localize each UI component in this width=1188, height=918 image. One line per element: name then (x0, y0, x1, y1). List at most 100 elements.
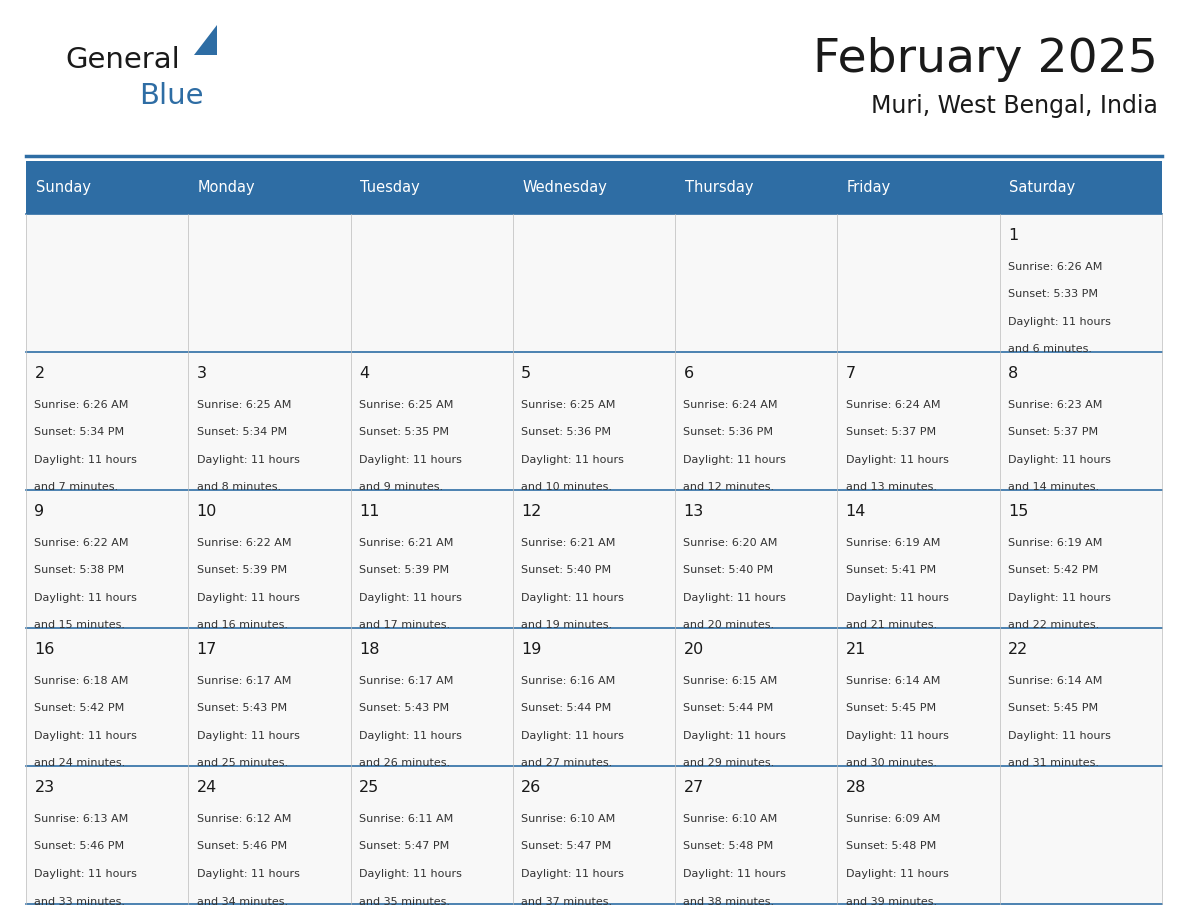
Text: Sunset: 5:46 PM: Sunset: 5:46 PM (197, 842, 286, 851)
Text: and 29 minutes.: and 29 minutes. (683, 758, 775, 768)
Text: Sunrise: 6:14 AM: Sunrise: 6:14 AM (846, 676, 940, 686)
Text: and 10 minutes.: and 10 minutes. (522, 482, 612, 492)
Text: and 30 minutes.: and 30 minutes. (846, 758, 936, 768)
Text: Sunrise: 6:20 AM: Sunrise: 6:20 AM (683, 538, 778, 548)
Text: and 14 minutes.: and 14 minutes. (1007, 482, 1099, 492)
Text: Daylight: 11 hours: Daylight: 11 hours (846, 869, 948, 879)
Text: Sunset: 5:35 PM: Sunset: 5:35 PM (359, 427, 449, 437)
Text: Sunset: 5:37 PM: Sunset: 5:37 PM (1007, 427, 1098, 437)
Text: February 2025: February 2025 (814, 37, 1158, 83)
Text: Monday: Monday (198, 180, 255, 195)
Text: and 9 minutes.: and 9 minutes. (359, 482, 443, 492)
Text: Friday: Friday (847, 180, 891, 195)
Bar (189, 214, 350, 352)
Text: Daylight: 11 hours: Daylight: 11 hours (34, 454, 138, 465)
Text: Sunset: 5:45 PM: Sunset: 5:45 PM (846, 703, 936, 713)
Text: Sunrise: 6:24 AM: Sunrise: 6:24 AM (683, 399, 778, 409)
Text: Sunset: 5:48 PM: Sunset: 5:48 PM (846, 842, 936, 851)
Bar (26, 352, 189, 490)
Text: Sunset: 5:43 PM: Sunset: 5:43 PM (359, 703, 449, 713)
Text: 11: 11 (359, 504, 379, 519)
Text: and 13 minutes.: and 13 minutes. (846, 482, 936, 492)
Text: Sunrise: 6:11 AM: Sunrise: 6:11 AM (359, 814, 453, 823)
Text: Daylight: 11 hours: Daylight: 11 hours (522, 731, 624, 741)
Text: 2: 2 (34, 365, 45, 381)
Text: and 22 minutes.: and 22 minutes. (1007, 621, 1099, 631)
Text: 18: 18 (359, 642, 379, 657)
Text: 28: 28 (846, 780, 866, 795)
Text: Sunset: 5:44 PM: Sunset: 5:44 PM (522, 703, 612, 713)
Text: 17: 17 (197, 642, 217, 657)
Text: 5: 5 (522, 365, 531, 381)
Text: Daylight: 11 hours: Daylight: 11 hours (522, 869, 624, 879)
Text: Sunset: 5:40 PM: Sunset: 5:40 PM (683, 565, 773, 576)
Bar (26, 490, 189, 628)
Text: Sunset: 5:37 PM: Sunset: 5:37 PM (846, 427, 936, 437)
Bar (675, 490, 838, 628)
Bar (999, 490, 1162, 628)
Text: Saturday: Saturday (1009, 180, 1075, 195)
Text: and 33 minutes.: and 33 minutes. (34, 897, 126, 906)
Text: Sunrise: 6:18 AM: Sunrise: 6:18 AM (34, 676, 128, 686)
Text: and 20 minutes.: and 20 minutes. (683, 621, 775, 631)
Text: and 27 minutes.: and 27 minutes. (522, 758, 613, 768)
Text: 10: 10 (197, 504, 217, 519)
Text: 22: 22 (1007, 642, 1028, 657)
Text: Sunset: 5:44 PM: Sunset: 5:44 PM (683, 703, 773, 713)
Bar (675, 628, 838, 767)
Bar (838, 490, 999, 628)
Bar (26, 767, 189, 904)
Text: Daylight: 11 hours: Daylight: 11 hours (197, 454, 299, 465)
Text: Sunset: 5:34 PM: Sunset: 5:34 PM (197, 427, 286, 437)
Text: Sunrise: 6:23 AM: Sunrise: 6:23 AM (1007, 399, 1102, 409)
Text: and 15 minutes.: and 15 minutes. (34, 621, 126, 631)
Text: and 16 minutes.: and 16 minutes. (197, 621, 287, 631)
Text: 13: 13 (683, 504, 703, 519)
Text: Sunrise: 6:12 AM: Sunrise: 6:12 AM (197, 814, 291, 823)
Text: Daylight: 11 hours: Daylight: 11 hours (1007, 593, 1111, 603)
Text: Sunrise: 6:19 AM: Sunrise: 6:19 AM (1007, 538, 1102, 548)
Text: and 21 minutes.: and 21 minutes. (846, 621, 937, 631)
Text: Daylight: 11 hours: Daylight: 11 hours (1007, 454, 1111, 465)
Text: Sunrise: 6:14 AM: Sunrise: 6:14 AM (1007, 676, 1102, 686)
Text: Daylight: 11 hours: Daylight: 11 hours (846, 454, 948, 465)
Text: 19: 19 (522, 642, 542, 657)
Bar (513, 767, 675, 904)
Text: 7: 7 (846, 365, 855, 381)
Text: 4: 4 (359, 365, 369, 381)
Text: Sunset: 5:36 PM: Sunset: 5:36 PM (683, 427, 773, 437)
Text: 23: 23 (34, 780, 55, 795)
Text: Daylight: 11 hours: Daylight: 11 hours (34, 731, 138, 741)
Text: Sunrise: 6:17 AM: Sunrise: 6:17 AM (359, 676, 454, 686)
Bar (999, 628, 1162, 767)
Bar (675, 767, 838, 904)
Bar (838, 214, 999, 352)
Bar (999, 352, 1162, 490)
Text: and 8 minutes.: and 8 minutes. (197, 482, 280, 492)
Text: General: General (65, 46, 181, 73)
Text: Sunset: 5:39 PM: Sunset: 5:39 PM (359, 565, 449, 576)
Bar (350, 490, 513, 628)
Polygon shape (194, 25, 217, 55)
Text: Tuesday: Tuesday (360, 180, 419, 195)
Text: 9: 9 (34, 504, 45, 519)
Text: 8: 8 (1007, 365, 1018, 381)
Bar (513, 490, 675, 628)
Text: Muri, West Bengal, India: Muri, West Bengal, India (872, 94, 1158, 118)
Text: Daylight: 11 hours: Daylight: 11 hours (34, 869, 138, 879)
Text: Sunrise: 6:24 AM: Sunrise: 6:24 AM (846, 399, 940, 409)
Bar (350, 767, 513, 904)
Text: Sunset: 5:34 PM: Sunset: 5:34 PM (34, 427, 125, 437)
Text: and 12 minutes.: and 12 minutes. (683, 482, 775, 492)
Text: Sunset: 5:47 PM: Sunset: 5:47 PM (522, 842, 612, 851)
Bar (189, 628, 350, 767)
Text: Sunset: 5:41 PM: Sunset: 5:41 PM (846, 565, 936, 576)
Text: Sunset: 5:40 PM: Sunset: 5:40 PM (522, 565, 612, 576)
Text: Sunset: 5:42 PM: Sunset: 5:42 PM (34, 703, 125, 713)
Text: and 24 minutes.: and 24 minutes. (34, 758, 126, 768)
Text: Sunset: 5:38 PM: Sunset: 5:38 PM (34, 565, 125, 576)
Text: and 37 minutes.: and 37 minutes. (522, 897, 612, 906)
Text: Daylight: 11 hours: Daylight: 11 hours (359, 869, 462, 879)
Text: 20: 20 (683, 642, 703, 657)
Text: and 31 minutes.: and 31 minutes. (1007, 758, 1099, 768)
